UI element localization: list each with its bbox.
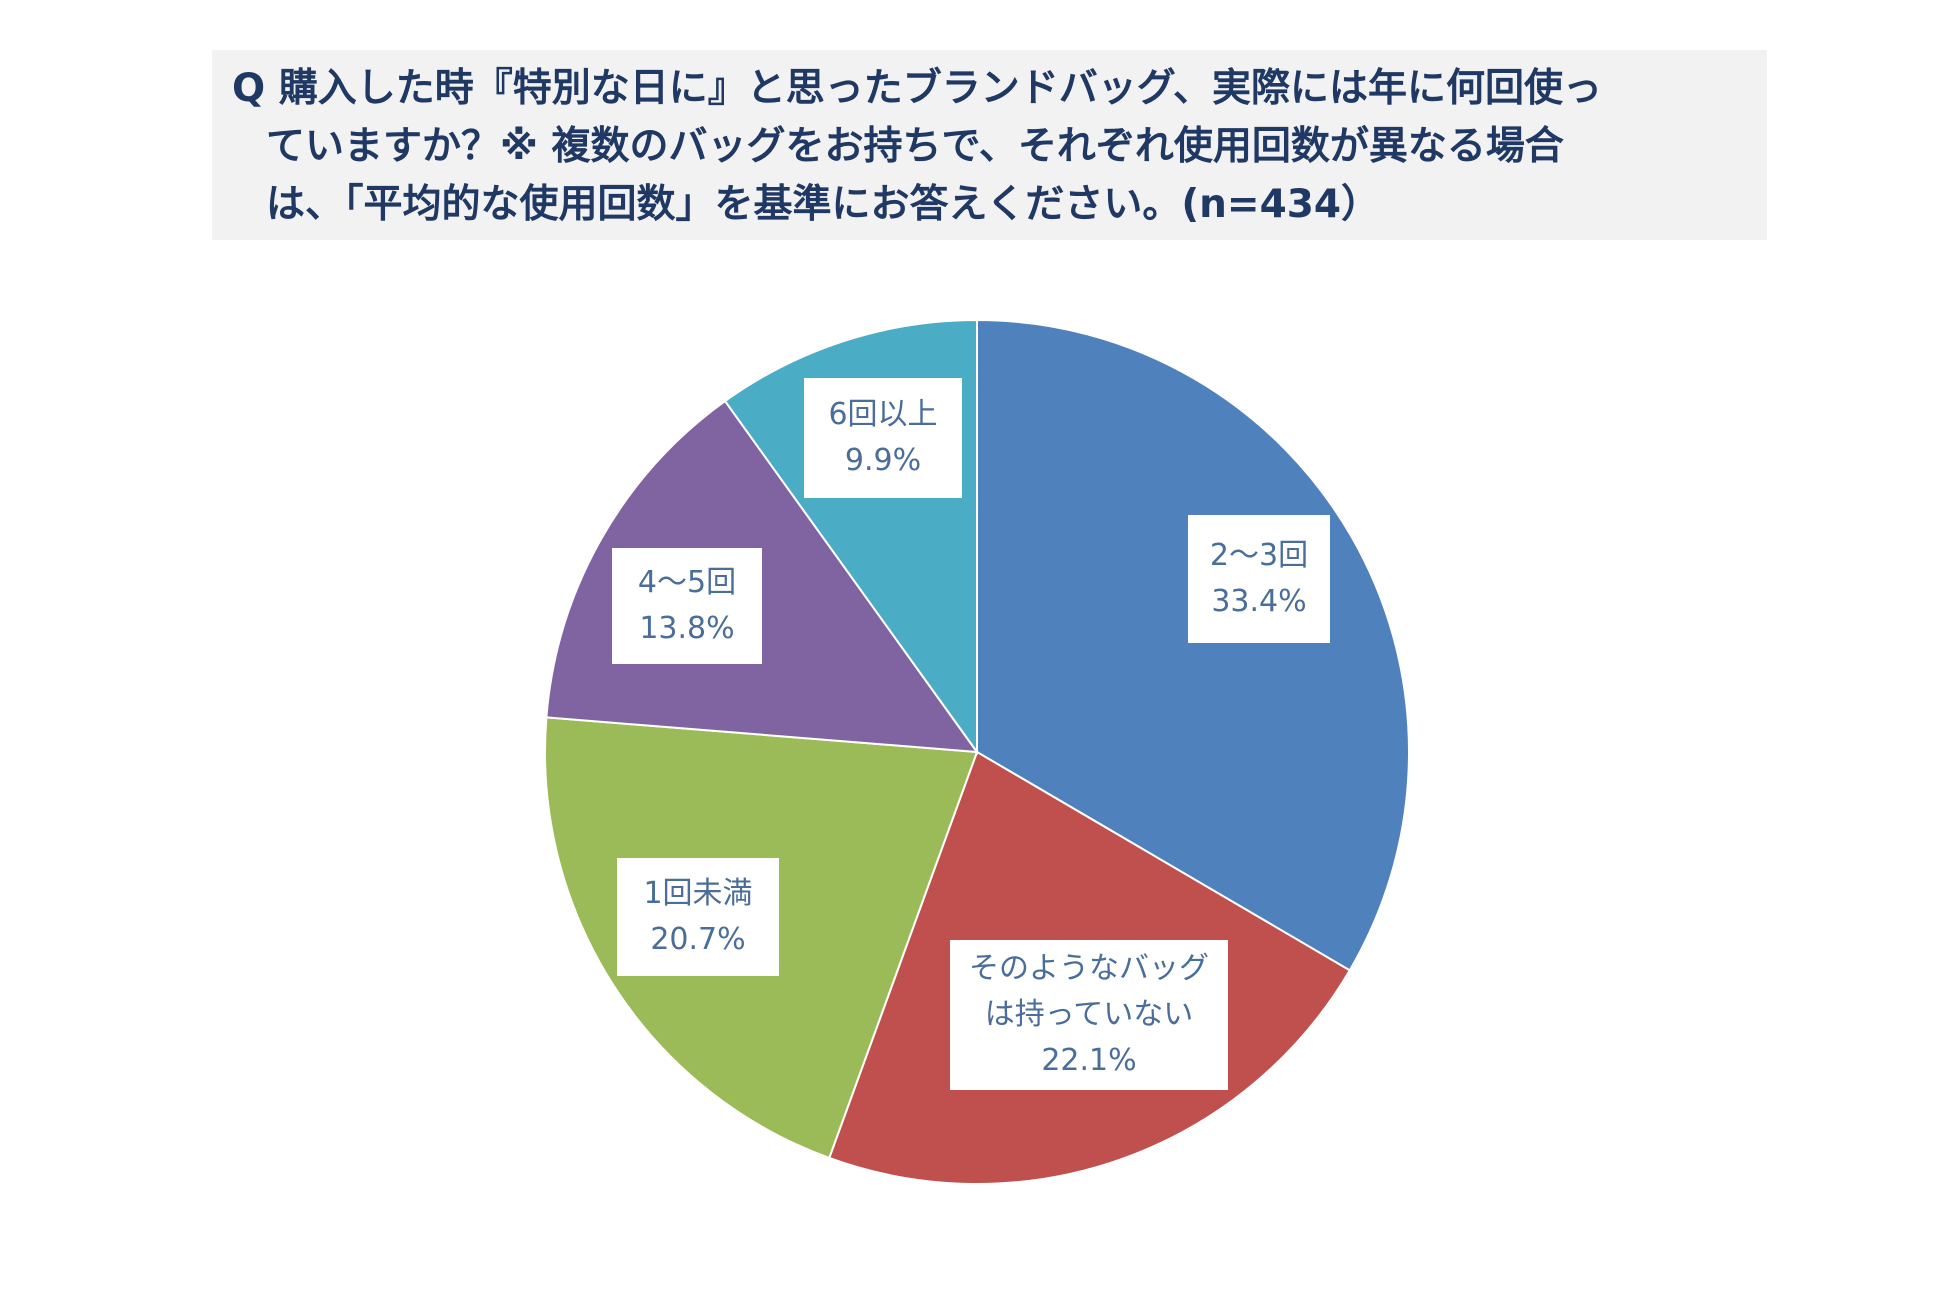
- chart-title-line-2: ていますか？※ 複数のバッグをお持ちで、それぞれ使用回数が異なる場合: [266, 124, 1564, 169]
- chart-title-box: Q 購入した時『特別な日に』と思ったブランドバッグ、実際には年に何回使っ ていま…: [212, 50, 1767, 240]
- chart-title-line-1: Q 購入した時『特別な日に』と思ったブランドバッグ、実際には年に何回使っ: [232, 66, 1603, 111]
- pie-label-value: 13.8%: [639, 611, 735, 646]
- pie-label-category: 1回未満: [643, 876, 753, 911]
- pie-label-category: そのようなバッグ: [969, 951, 1209, 986]
- chart-title-line-3: は、「平均的な使用回数」を基準にお答えください。(n=434）: [266, 182, 1381, 227]
- pie-label-value: 33.4%: [1211, 584, 1307, 619]
- pie-data-label-1: 2〜3回 33.4%: [1188, 515, 1330, 643]
- pie-slice-1: [976, 318, 1410, 972]
- pie-label-category: 2〜3回: [1209, 538, 1309, 573]
- pie-label-value: 9.9%: [844, 443, 922, 478]
- pie-label-category: 4〜5回: [637, 565, 737, 600]
- pie-label-category: は持っていない: [984, 997, 1194, 1032]
- pie-data-label-4: 4〜5回 13.8%: [612, 548, 762, 664]
- pie-label-category: 6回以上: [828, 397, 938, 432]
- pie-data-label-2: そのようなバッグ は持っていない 22.1%: [950, 940, 1228, 1090]
- pie-label-value: 20.7%: [650, 922, 746, 957]
- pie-data-label-5: 6回以上 9.9%: [804, 378, 962, 498]
- pie-data-label-3: 1回未満 20.7%: [617, 858, 779, 976]
- pie-label-value: 22.1%: [1041, 1043, 1137, 1078]
